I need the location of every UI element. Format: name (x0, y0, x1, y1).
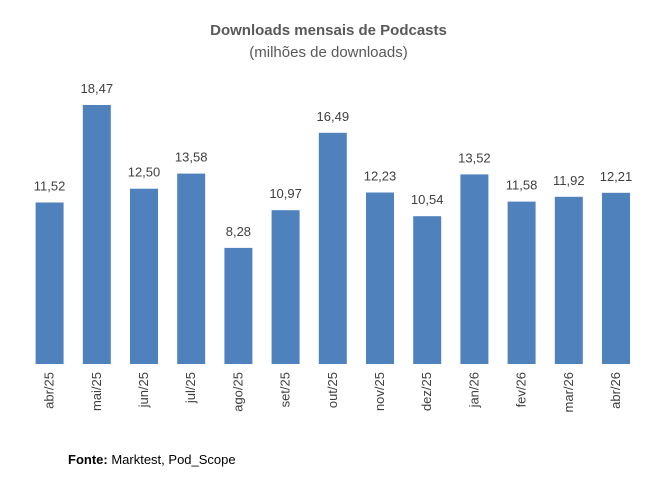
source-note: Fonte: Marktest, Pod_Scope (68, 452, 236, 467)
data-label-abr-26: 12,21 (600, 169, 633, 184)
data-label-abr-25: 11,52 (34, 179, 66, 194)
source-text: Marktest, Pod_Scope (107, 452, 236, 467)
x-tick-label-abr-25: abr/25 (42, 372, 57, 409)
bar-abr-25 (35, 202, 64, 364)
x-tick-label-mar-26: mar/26 (561, 372, 576, 412)
bar-nov-25 (366, 192, 394, 364)
bar-fev-26 (507, 201, 536, 364)
x-tick-label-out-25: out/25 (325, 372, 340, 408)
bar-mai-25 (82, 105, 111, 364)
data-labels-group: 11,52 18,47 12,50 13,58 8,28 10,97 16,49 12,23 1… (34, 81, 632, 239)
bar-mar-26 (554, 196, 583, 364)
data-label-jun-25: 12,50 (128, 165, 161, 180)
x-tick-label-set-25: set/25 (278, 372, 293, 407)
chart-subtitle: (milhões de downloads) (249, 44, 408, 61)
x-tick-label-jan-26: jan/26 (466, 372, 481, 408)
x-tick-label-dez-25: dez/25 (419, 372, 434, 411)
bar-jan-26 (460, 174, 489, 364)
data-label-dez-25: 10,54 (411, 192, 444, 207)
bar-abr-26 (602, 192, 630, 364)
x-tick-label-nov-25: nov/25 (372, 372, 387, 411)
data-label-ago-25: 8,28 (226, 224, 251, 239)
source-label: Fonte: (68, 452, 108, 467)
bar-jun-25 (130, 188, 158, 364)
data-label-jan-26: 13,52 (458, 150, 491, 165)
x-tick-label-abr-26: abr/26 (608, 372, 623, 409)
data-label-out-25: 16,49 (317, 109, 350, 124)
data-label-fev-26: 11,58 (506, 178, 538, 193)
data-label-mai-25: 18,47 (81, 81, 114, 96)
x-tick-label-jun-25: jun/25 (136, 372, 151, 408)
chart-title: Downloads mensais de Podcasts (210, 22, 447, 39)
bar-ago-25 (224, 247, 253, 364)
x-tick-label-mai-25: mai/25 (89, 372, 104, 411)
x-tick-label-fev-26: fev/26 (514, 372, 529, 407)
bar-set-25 (271, 210, 300, 364)
data-label-set-25: 10,97 (269, 186, 302, 201)
bar-jul-25 (177, 173, 206, 364)
x-axis-tick-labels: abr/25 mai/25 jun/25 jul/25 ago/25 set/25 out/… (42, 372, 623, 412)
x-tick-label-jul-25: jul/25 (183, 372, 198, 404)
data-label-jul-25: 13,58 (175, 150, 208, 165)
bar-out-25 (318, 132, 347, 364)
data-label-nov-25: 12,23 (364, 169, 397, 184)
data-label-mar-26: 11,92 (553, 173, 585, 188)
bar-dez-25 (413, 216, 442, 364)
x-tick-label-ago-25: ago/25 (230, 372, 245, 412)
bars-group (35, 105, 630, 364)
